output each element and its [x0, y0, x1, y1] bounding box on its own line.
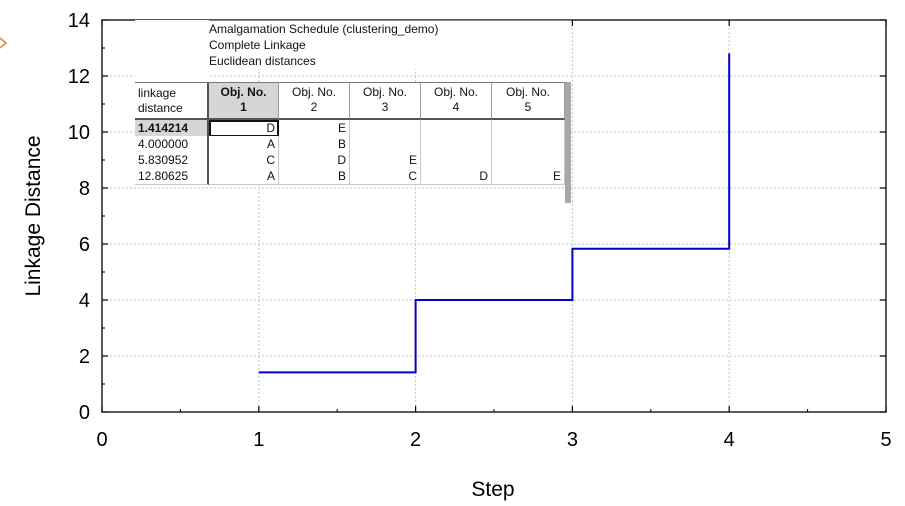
y-tick-label: 4 — [79, 290, 90, 312]
table-corner-blank — [135, 20, 209, 82]
y-tick-label: 6 — [79, 234, 90, 256]
table-cell[interactable]: B — [279, 136, 350, 153]
y-tick-labels: 0 2 4 6 8 10 12 14 — [68, 10, 90, 424]
y-tick-label: 10 — [68, 122, 90, 144]
column-header-obj-2[interactable]: Obj. No. 2 — [279, 82, 350, 120]
column-header-label: Obj. No. — [433, 85, 478, 99]
table-cell[interactable]: C — [350, 168, 421, 185]
table-cell[interactable]: C — [209, 152, 279, 169]
y-tick-label: 12 — [68, 66, 90, 88]
table-cell[interactable]: D — [279, 152, 350, 169]
table-cell[interactable] — [421, 136, 492, 153]
x-tick-label: 3 — [567, 429, 578, 451]
table-cell[interactable]: D — [421, 168, 492, 185]
x-tick-label: 4 — [724, 429, 735, 451]
table-cell[interactable]: E — [492, 168, 565, 185]
column-header-obj-4[interactable]: Obj. No. 4 — [421, 82, 492, 120]
table-scrollbar[interactable] — [565, 82, 571, 203]
y-tick-label: 14 — [68, 10, 90, 32]
y-axis-title: Linkage Distance — [22, 135, 45, 296]
table-caption-title: Amalgamation Schedule (clustering_demo) — [209, 21, 571, 37]
table-caption-distance: Euclidean distances — [209, 53, 571, 69]
row-label-linkage-distance[interactable]: 4.000000 — [135, 136, 209, 153]
column-header-label: Obj. No. — [291, 85, 336, 99]
x-tick-label: 0 — [96, 429, 107, 451]
x-tick-label: 1 — [253, 429, 264, 451]
column-header-obj-1[interactable]: Obj. No. 1 — [209, 82, 279, 120]
table-cell[interactable]: E — [279, 120, 350, 137]
y-tick-label: 0 — [79, 402, 90, 424]
row-label-linkage-distance[interactable]: 1.414214 — [135, 120, 209, 137]
row-header-title: linkage distance — [135, 82, 209, 120]
table-cell[interactable] — [492, 136, 565, 153]
y-tick-label: 8 — [79, 178, 90, 200]
column-header-number: 4 — [452, 100, 460, 114]
orange-chevron-icon — [0, 37, 8, 49]
column-header-number: 1 — [240, 100, 247, 114]
row-label-linkage-distance[interactable]: 12.80625 — [135, 168, 209, 185]
table-cell[interactable] — [421, 120, 492, 137]
table-top-border — [209, 20, 571, 21]
table-cell[interactable] — [350, 120, 421, 137]
table-caption-linkage: Complete Linkage — [209, 37, 571, 53]
column-header-label: Obj. No. — [362, 85, 407, 99]
table-cell[interactable]: B — [279, 168, 350, 185]
series-step-line — [258, 53, 731, 374]
column-header-label: Obj. No. — [220, 85, 267, 99]
table-cell[interactable]: A — [209, 136, 279, 153]
amalgamation-schedule-table[interactable]: Amalgamation Schedule (clustering_demo) … — [135, 20, 571, 203]
y-tick-label: 2 — [79, 346, 90, 368]
row-header-title-line1: linkage — [138, 86, 177, 100]
x-tick-label: 2 — [410, 429, 421, 451]
column-header-label: Obj. No. — [505, 85, 550, 99]
table-cell[interactable] — [350, 136, 421, 153]
column-header-obj-3[interactable]: Obj. No. 3 — [350, 82, 421, 120]
table-cell[interactable]: A — [209, 168, 279, 185]
table-cell[interactable] — [492, 152, 565, 169]
row-label-linkage-distance[interactable]: 5.830952 — [135, 152, 209, 169]
column-header-number: 5 — [524, 100, 532, 114]
column-header-number: 2 — [310, 100, 318, 114]
x-tick-label: 5 — [880, 429, 891, 451]
x-axis-title: Step — [471, 478, 514, 501]
table-cell[interactable] — [421, 152, 492, 169]
row-header-title-line2: distance — [138, 101, 183, 115]
table-cell[interactable]: D — [209, 120, 279, 137]
column-header-number: 3 — [381, 100, 389, 114]
table-cell[interactable] — [492, 120, 565, 137]
column-header-obj-5[interactable]: Obj. No. 5 — [492, 82, 565, 120]
x-tick-labels: 0 1 2 3 4 5 — [96, 429, 891, 451]
table-cell[interactable]: E — [350, 152, 421, 169]
series-layer — [258, 53, 731, 374]
